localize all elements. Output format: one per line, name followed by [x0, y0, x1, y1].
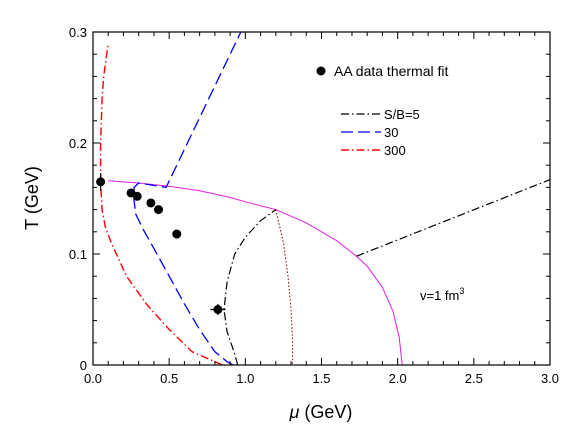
series-line-1	[223, 209, 277, 365]
series-layer	[99, 32, 550, 365]
data-point-0	[96, 177, 106, 187]
y-tick-label-0: 0	[80, 358, 87, 373]
data-legend: AA data thermal fit	[316, 63, 449, 79]
x-axis-symbol: μ	[289, 402, 300, 422]
volume-annotation-sup: 3	[459, 286, 464, 296]
x-axis-title: μ (GeV)	[289, 402, 353, 422]
x-tick-label-4: 2.0	[389, 371, 407, 386]
x-tick-label-5: 2.5	[465, 371, 483, 386]
volume-annotation: v=1 fm3	[420, 286, 464, 303]
data-point-4	[154, 205, 164, 215]
legend-label-sb5-value: 5	[413, 107, 420, 122]
x-tick-label-1: 0.5	[160, 371, 178, 386]
x-tick-label-2: 1.0	[236, 371, 254, 386]
data-point-3	[146, 198, 156, 208]
x-tick-label-3: 1.5	[312, 371, 330, 386]
data-points-layer	[96, 172, 226, 316]
legend-data-label: AA data thermal fit	[334, 63, 449, 79]
y-tick-label-3: 0.3	[69, 25, 87, 40]
series-line-3	[133, 32, 242, 365]
series-line-2	[356, 179, 550, 257]
series-legend: S/B=5 30 300	[341, 107, 420, 158]
ticks-layer	[92, 31, 551, 366]
legend-title-prefix: S/B=	[384, 107, 413, 122]
y-axis-title: T (GeV)	[22, 166, 42, 230]
x-axis-unit: (GeV)	[299, 402, 352, 422]
volume-annotation-base: v=1 fm	[420, 288, 459, 303]
series-line-0	[108, 180, 403, 365]
y-tick-label-2: 0.2	[69, 136, 87, 151]
series-line-4	[99, 43, 223, 365]
series-line-5	[275, 209, 294, 365]
tick-labels-layer: 0.0 0.5 1.0 1.5 2.0 2.5 3.0 0 0.1 0.2 0.3	[69, 25, 559, 386]
legend-label-sb30: 30	[384, 125, 398, 140]
x-tick-label-6: 3.0	[541, 371, 559, 386]
data-point-5	[172, 229, 182, 239]
legend-label-sb300: 300	[384, 143, 406, 158]
legend-label-sb5: S/B=5	[384, 107, 420, 122]
data-point-6	[213, 305, 223, 314]
plot-frame	[92, 31, 551, 366]
y-tick-label-1: 0.1	[69, 247, 87, 262]
legend-data-marker	[316, 66, 326, 76]
data-point-2	[132, 191, 142, 201]
x-tick-label-0: 0.0	[84, 371, 102, 386]
